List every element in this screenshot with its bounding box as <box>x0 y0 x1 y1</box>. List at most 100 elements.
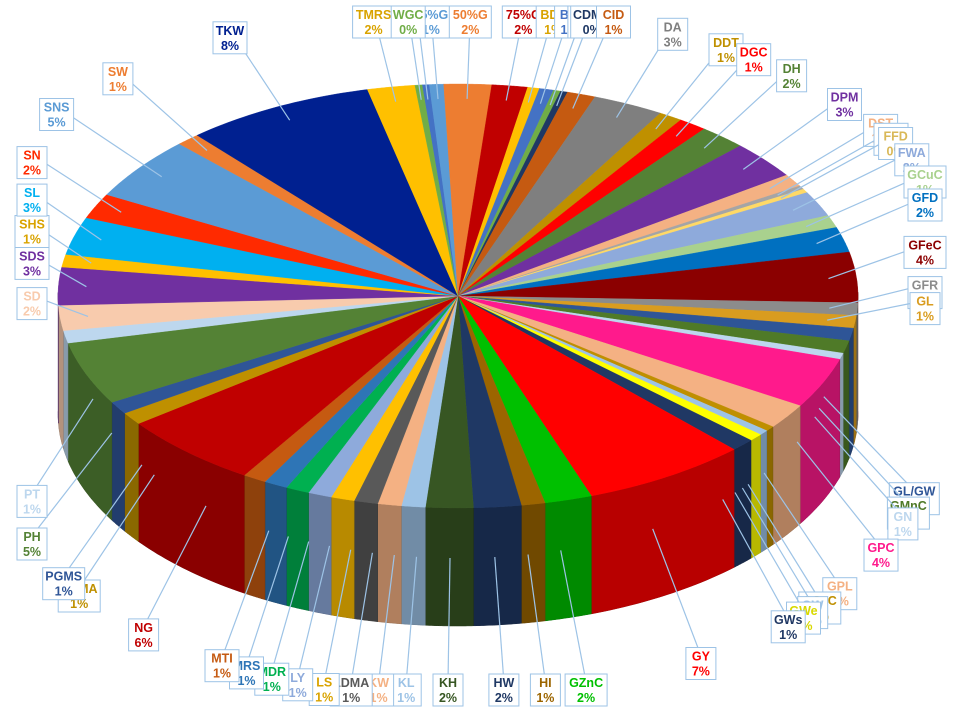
label-box-da <box>657 17 689 51</box>
label-name-sns: SNS <box>44 101 70 115</box>
pie-slice-fwa <box>457 192 829 297</box>
leader-line-ph <box>31 432 113 537</box>
label-pct-dh: 2% <box>783 77 801 91</box>
label-name-gfr: GFR <box>912 279 938 293</box>
pie-slice-ddt <box>457 112 682 297</box>
leader-line-mdr <box>271 541 310 672</box>
leader-line-ffd <box>780 134 896 199</box>
label-name-ls: LS <box>316 676 332 690</box>
pie-slice-da <box>457 96 661 297</box>
label-box-gn <box>887 507 919 541</box>
leader-line-gsec <box>747 483 821 601</box>
label-name-ph: PH <box>23 530 40 544</box>
label-pct-ls: 1% <box>315 691 333 705</box>
label-name-50-g: 50%G <box>453 8 488 22</box>
label-pct-gws: 1% <box>779 628 797 642</box>
label-pct-wgc: 0% <box>399 23 417 37</box>
pie-slice-tkw <box>196 89 459 297</box>
label-pct-shs: 1% <box>23 233 41 247</box>
leader-line-mti <box>221 530 270 658</box>
leader-line-gn <box>814 416 904 517</box>
pie-side-ldma <box>353 500 378 622</box>
label-pct-mti: 1% <box>213 667 231 681</box>
label-pct-gznc: 2% <box>577 691 595 705</box>
leader-line-ldma <box>350 552 373 683</box>
label-pct-gfd: 2% <box>916 206 934 220</box>
label-pct-sns: 5% <box>48 116 66 130</box>
leader-line-ls <box>323 549 352 682</box>
label-pct-sd: 2% <box>23 305 41 319</box>
pie-slice-gy <box>457 295 735 497</box>
label-name-sw: SW <box>108 65 128 79</box>
pie-slice-gcuc <box>457 215 837 297</box>
label-name-da: DA <box>664 20 682 34</box>
label-name-sn: SN <box>23 149 40 163</box>
label-name-pt: PT <box>24 487 40 501</box>
leader-line-gpl <box>763 472 841 587</box>
leader-line-kw <box>378 555 395 683</box>
pie-side-gl-gw <box>848 328 854 459</box>
label-name-dpm: DPM <box>831 91 859 105</box>
label-pct-hi: 1% <box>536 691 554 705</box>
label-pct-ldma: 1% <box>342 691 360 705</box>
pie-slice-gw <box>457 295 768 435</box>
label-name-fwa: FWA <box>898 146 926 160</box>
pie-top-layer <box>57 83 859 509</box>
pie-slice-mrs <box>264 295 459 488</box>
pie-side-kl <box>401 505 426 626</box>
leader-line-dst <box>769 121 881 190</box>
label-box-ng <box>128 618 160 652</box>
pie-slice-ffd <box>457 188 808 297</box>
leader-line-fwa <box>792 151 913 211</box>
label-pct-ddt: 1% <box>717 51 735 65</box>
label-name-shs: SHS <box>19 218 45 232</box>
pie-side-gws <box>733 439 752 568</box>
label-box-wgc <box>390 5 426 39</box>
pie-side-hi <box>521 502 546 624</box>
label-name-gn: GN <box>894 510 913 524</box>
pie-side-pgms <box>111 401 125 532</box>
label-pct-ph: 5% <box>23 545 41 559</box>
label-box-dgc <box>736 43 772 77</box>
label-name-sd: SD <box>23 290 40 304</box>
label-name-pgms: PGMS <box>45 570 82 584</box>
label-pct-ly: 1% <box>289 686 307 700</box>
label-name-hw: HW <box>493 676 514 690</box>
leader-line-gy <box>652 528 702 656</box>
label-pct-dgc: 1% <box>745 61 763 75</box>
pie-slice-gsec <box>457 295 774 431</box>
label-pct-gl: 1% <box>916 310 934 324</box>
label-box-50-g <box>448 5 492 39</box>
pie-label-layer: TN0%25%G1%50%G2%75%G2%BDT1%BM1%BY0%CDMA0… <box>14 5 947 707</box>
label-name-cid: CID <box>603 8 625 22</box>
pie-side-hw <box>473 505 522 627</box>
pie-side-mrs <box>264 481 287 606</box>
leader-line-gznc <box>560 550 587 683</box>
label-pct-25-g: 1% <box>422 23 440 37</box>
pie-slice-sns <box>106 143 459 297</box>
label-name-gy: GY <box>692 650 711 664</box>
leader-line-hw <box>494 557 505 683</box>
leader-line-gwe <box>734 492 805 611</box>
label-name-mdr: MDR <box>258 665 286 679</box>
label-name-tmrs: TMRS <box>356 8 391 22</box>
pie-slice-gpc <box>457 295 841 406</box>
pie-slice-tmrs <box>367 84 459 297</box>
label-name-hi: HI <box>539 676 552 690</box>
pie-slice-hw <box>457 295 522 508</box>
label-box-cid <box>596 5 631 39</box>
pie-slice-gfd <box>457 227 850 297</box>
label-pct-ng: 6% <box>135 636 153 650</box>
label-box-sl <box>16 183 48 217</box>
pie-slice-ng <box>138 295 459 476</box>
pie-slice-ph <box>67 295 459 403</box>
label-box-gznc <box>564 673 608 707</box>
label-name-gl: GL <box>916 295 934 309</box>
leader-line-gws <box>722 499 789 620</box>
label-name-gcuc: GCuC <box>907 168 942 182</box>
label-box-sd <box>16 287 48 321</box>
label-box-dpm <box>827 88 862 121</box>
label-name-dh: DH <box>783 62 801 76</box>
label-name-wgc: WGC <box>393 8 424 22</box>
pie-slice-cid <box>457 91 596 297</box>
